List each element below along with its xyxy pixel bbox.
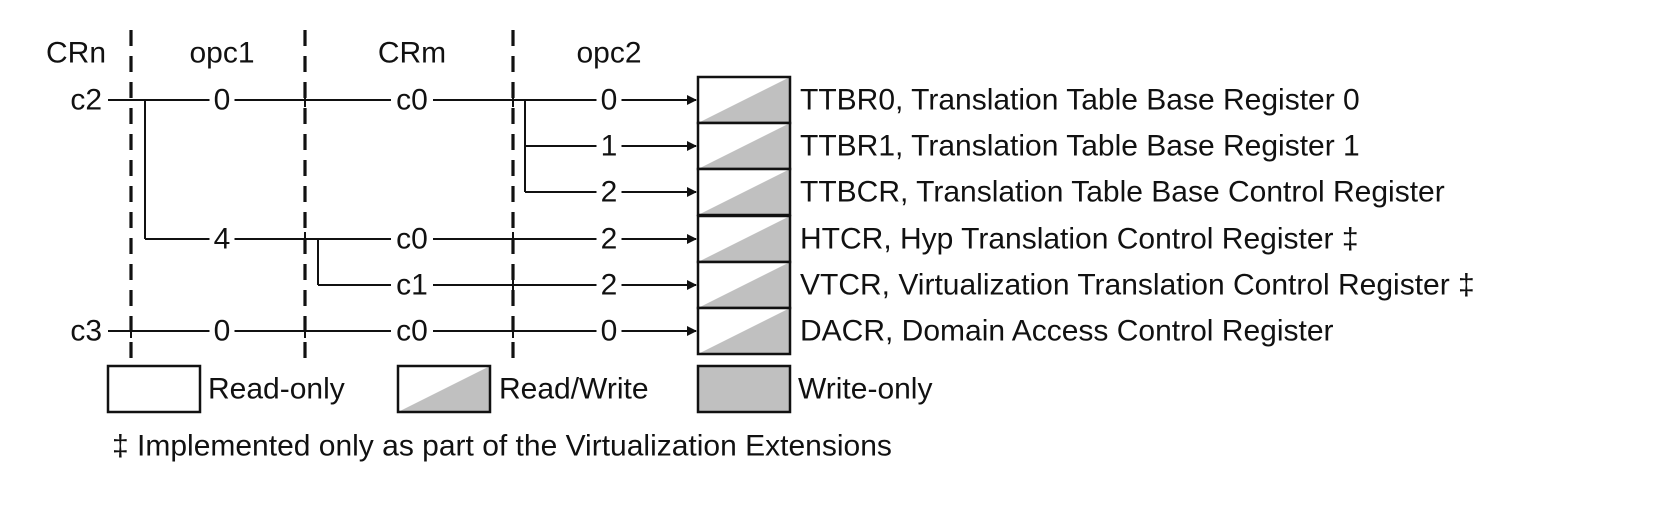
register-box-4: [696, 260, 792, 310]
crm-label-3: c0: [396, 315, 428, 348]
legend-box-read-write-shade: [398, 366, 490, 412]
opc2-label-0-gap: [596, 88, 622, 112]
legend-label-read-only: Read-only: [208, 373, 345, 406]
column-header-crm: CRm: [378, 37, 446, 70]
legend-box-write-only: [696, 364, 792, 414]
legend-box-read-write: [396, 364, 492, 414]
column-header-crn: CRn: [46, 37, 106, 70]
crm-label-3-gap: [391, 319, 433, 343]
legend: Read-only Read/Write Write-only ‡ Implement…: [106, 364, 932, 463]
legend-box-read-only-fill: [108, 366, 200, 412]
legend-box-read-write-border: [396, 364, 492, 414]
encoding-labels: CRn opc1 CRm opc2 c2 c3 0 4 0 c0 c0 c1 c0 0 TTBR0, Tra…: [46, 37, 1475, 348]
crm-label-2: c1: [396, 269, 428, 302]
register-box-5-border: [696, 306, 792, 356]
register-box-3: [696, 214, 792, 264]
opc2-label-5-gap: [596, 319, 622, 343]
opc1-label-2-gap: [209, 319, 235, 343]
register-box-1: [696, 121, 792, 171]
opc1-label-1: 4: [214, 223, 231, 256]
register-boxes: [696, 75, 792, 356]
legend-label-write-only: Write-only: [798, 373, 932, 406]
opc1-label-2: 0: [214, 315, 231, 348]
register-box-0: [696, 75, 792, 125]
register-box-2: [696, 167, 792, 217]
register-name-0: TTBR0, Translation Table Base Register 0: [800, 84, 1360, 117]
opc2-label-3: 2: [601, 223, 618, 256]
register-name-3: HTCR, Hyp Translation Control Register ‡: [800, 223, 1359, 256]
register-box-1-shade: [698, 123, 790, 169]
register-name-2: TTBCR, Translation Table Base Control Re…: [800, 176, 1445, 209]
opc2-label-2-gap: [596, 180, 622, 204]
opc1-label-0-gap: [209, 88, 235, 112]
column-dividers: [129, 30, 515, 360]
register-name-5: DACR, Domain Access Control Register: [800, 315, 1334, 348]
opc1-label-0: 0: [214, 84, 231, 117]
register-box-2-shade: [698, 169, 790, 215]
opc2-label-0: 0: [601, 84, 618, 117]
legend-box-read-only-border: [106, 364, 202, 414]
register-box-0-shade: [698, 77, 790, 123]
opc2-label-2: 2: [601, 176, 618, 209]
opc2-label-1: 1: [601, 130, 618, 163]
crm-label-0-gap: [391, 88, 433, 112]
crn-label-0: c2: [70, 84, 102, 117]
legend-box-read-only: [106, 364, 202, 414]
crm-label-1: c0: [396, 223, 428, 256]
register-box-5: [696, 306, 792, 356]
legend-box-write-only-border: [696, 364, 792, 414]
crm-label-1-gap: [391, 227, 433, 251]
register-box-5-shade: [698, 308, 790, 354]
opc2-label-1-gap: [596, 134, 622, 158]
crn-label-1: c3: [70, 315, 102, 348]
opc2-label-4-gap: [596, 273, 622, 297]
crm-label-0: c0: [396, 84, 428, 117]
column-header-opc2: opc2: [576, 37, 641, 70]
register-name-4: VTCR, Virtualization Translation Control…: [800, 269, 1475, 302]
legend-box-write-only-fill: [698, 366, 790, 412]
opc1-label-1-gap: [209, 227, 235, 251]
register-name-1: TTBR1, Translation Table Base Register 1: [800, 130, 1360, 163]
legend-label-read-write: Read/Write: [499, 373, 649, 406]
footnote: ‡ Implemented only as part of the Virtua…: [112, 430, 892, 463]
column-header-opc1: opc1: [189, 37, 254, 70]
opc2-label-3-gap: [596, 227, 622, 251]
register-box-4-shade: [698, 262, 790, 308]
crm-label-2-gap: [391, 273, 433, 297]
opc2-label-4: 2: [601, 269, 618, 302]
opc2-label-5: 0: [601, 315, 618, 348]
register-box-3-shade: [698, 216, 790, 262]
